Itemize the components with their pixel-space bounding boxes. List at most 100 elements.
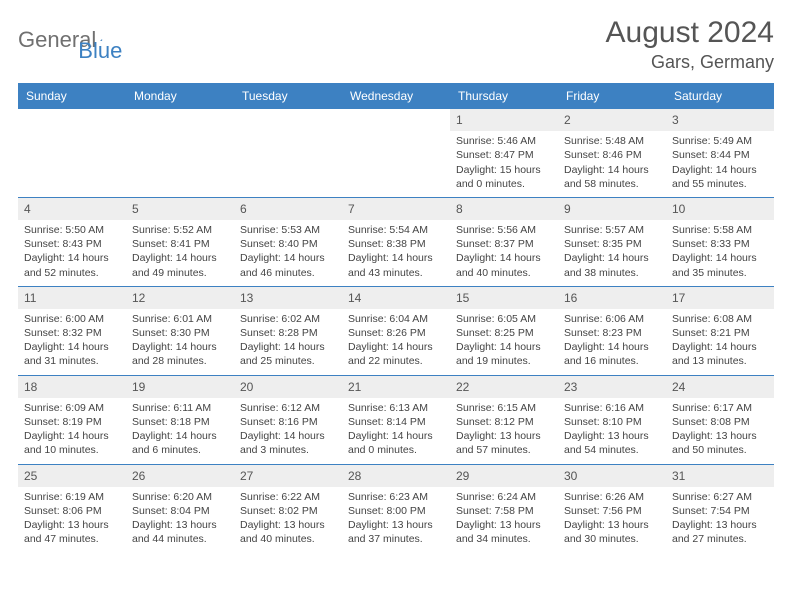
dow-label: Friday [558, 83, 666, 109]
day-cell: 9Sunrise: 5:57 AMSunset: 8:35 PMDaylight… [558, 198, 666, 286]
dow-label: Thursday [450, 83, 558, 109]
day-number: 22 [450, 376, 558, 398]
day-cell [126, 109, 234, 197]
day-cell [18, 109, 126, 197]
day-number: 18 [18, 376, 126, 398]
day-cell: 24Sunrise: 6:17 AMSunset: 8:08 PMDayligh… [666, 376, 774, 464]
day-number: 31 [666, 465, 774, 487]
day-cell: 6Sunrise: 5:53 AMSunset: 8:40 PMDaylight… [234, 198, 342, 286]
day-number: 6 [234, 198, 342, 220]
day-details: Sunrise: 6:22 AMSunset: 8:02 PMDaylight:… [234, 487, 342, 553]
day-details: Sunrise: 6:05 AMSunset: 8:25 PMDaylight:… [450, 309, 558, 375]
day-details: Sunrise: 6:19 AMSunset: 8:06 PMDaylight:… [18, 487, 126, 553]
day-details: Sunrise: 5:54 AMSunset: 8:38 PMDaylight:… [342, 220, 450, 286]
day-number: 8 [450, 198, 558, 220]
dow-label: Saturday [666, 83, 774, 109]
day-details: Sunrise: 5:46 AMSunset: 8:47 PMDaylight:… [450, 131, 558, 197]
week-row: 4Sunrise: 5:50 AMSunset: 8:43 PMDaylight… [18, 198, 774, 287]
day-number: 25 [18, 465, 126, 487]
dow-label: Sunday [18, 83, 126, 109]
day-details: Sunrise: 6:17 AMSunset: 8:08 PMDaylight:… [666, 398, 774, 464]
day-number: 26 [126, 465, 234, 487]
day-number: 24 [666, 376, 774, 398]
day-cell: 21Sunrise: 6:13 AMSunset: 8:14 PMDayligh… [342, 376, 450, 464]
day-details: Sunrise: 5:48 AMSunset: 8:46 PMDaylight:… [558, 131, 666, 197]
dow-label: Tuesday [234, 83, 342, 109]
dow-label: Monday [126, 83, 234, 109]
day-cell: 31Sunrise: 6:27 AMSunset: 7:54 PMDayligh… [666, 465, 774, 553]
day-number: 5 [126, 198, 234, 220]
week-row: 11Sunrise: 6:00 AMSunset: 8:32 PMDayligh… [18, 287, 774, 376]
day-details: Sunrise: 6:20 AMSunset: 8:04 PMDaylight:… [126, 487, 234, 553]
day-cell: 20Sunrise: 6:12 AMSunset: 8:16 PMDayligh… [234, 376, 342, 464]
day-number: 15 [450, 287, 558, 309]
day-cell: 1Sunrise: 5:46 AMSunset: 8:47 PMDaylight… [450, 109, 558, 197]
day-cell: 4Sunrise: 5:50 AMSunset: 8:43 PMDaylight… [18, 198, 126, 286]
day-number: 7 [342, 198, 450, 220]
day-details: Sunrise: 5:53 AMSunset: 8:40 PMDaylight:… [234, 220, 342, 286]
week-row: 1Sunrise: 5:46 AMSunset: 8:47 PMDaylight… [18, 109, 774, 198]
day-number: 17 [666, 287, 774, 309]
day-details: Sunrise: 5:50 AMSunset: 8:43 PMDaylight:… [18, 220, 126, 286]
week-row: 25Sunrise: 6:19 AMSunset: 8:06 PMDayligh… [18, 465, 774, 553]
day-cell: 22Sunrise: 6:15 AMSunset: 8:12 PMDayligh… [450, 376, 558, 464]
day-cell: 5Sunrise: 5:52 AMSunset: 8:41 PMDaylight… [126, 198, 234, 286]
day-number: 28 [342, 465, 450, 487]
day-cell: 12Sunrise: 6:01 AMSunset: 8:30 PMDayligh… [126, 287, 234, 375]
day-number [18, 109, 126, 115]
day-details: Sunrise: 6:16 AMSunset: 8:10 PMDaylight:… [558, 398, 666, 464]
day-details: Sunrise: 5:56 AMSunset: 8:37 PMDaylight:… [450, 220, 558, 286]
calendar: SundayMondayTuesdayWednesdayThursdayFrid… [18, 83, 774, 552]
day-cell: 23Sunrise: 6:16 AMSunset: 8:10 PMDayligh… [558, 376, 666, 464]
day-number: 12 [126, 287, 234, 309]
day-details: Sunrise: 6:02 AMSunset: 8:28 PMDaylight:… [234, 309, 342, 375]
day-cell: 29Sunrise: 6:24 AMSunset: 7:58 PMDayligh… [450, 465, 558, 553]
logo: General Blue [18, 16, 122, 64]
header: General Blue August 2024 Gars, Germany [18, 16, 774, 73]
day-number: 21 [342, 376, 450, 398]
day-number [342, 109, 450, 115]
day-cell: 14Sunrise: 6:04 AMSunset: 8:26 PMDayligh… [342, 287, 450, 375]
day-details: Sunrise: 5:57 AMSunset: 8:35 PMDaylight:… [558, 220, 666, 286]
day-number: 10 [666, 198, 774, 220]
day-number: 16 [558, 287, 666, 309]
day-number: 29 [450, 465, 558, 487]
day-cell: 13Sunrise: 6:02 AMSunset: 8:28 PMDayligh… [234, 287, 342, 375]
day-number: 20 [234, 376, 342, 398]
day-cell: 18Sunrise: 6:09 AMSunset: 8:19 PMDayligh… [18, 376, 126, 464]
day-details: Sunrise: 5:52 AMSunset: 8:41 PMDaylight:… [126, 220, 234, 286]
day-details: Sunrise: 6:26 AMSunset: 7:56 PMDaylight:… [558, 487, 666, 553]
day-cell: 3Sunrise: 5:49 AMSunset: 8:44 PMDaylight… [666, 109, 774, 197]
logo-text-part2: Blue [78, 38, 122, 64]
day-number: 23 [558, 376, 666, 398]
day-details: Sunrise: 6:15 AMSunset: 8:12 PMDaylight:… [450, 398, 558, 464]
day-cell: 7Sunrise: 5:54 AMSunset: 8:38 PMDaylight… [342, 198, 450, 286]
day-cell: 15Sunrise: 6:05 AMSunset: 8:25 PMDayligh… [450, 287, 558, 375]
dow-row: SundayMondayTuesdayWednesdayThursdayFrid… [18, 83, 774, 109]
day-number: 27 [234, 465, 342, 487]
day-cell: 25Sunrise: 6:19 AMSunset: 8:06 PMDayligh… [18, 465, 126, 553]
day-cell: 30Sunrise: 6:26 AMSunset: 7:56 PMDayligh… [558, 465, 666, 553]
day-details: Sunrise: 6:24 AMSunset: 7:58 PMDaylight:… [450, 487, 558, 553]
week-row: 18Sunrise: 6:09 AMSunset: 8:19 PMDayligh… [18, 376, 774, 465]
day-details: Sunrise: 6:13 AMSunset: 8:14 PMDaylight:… [342, 398, 450, 464]
day-details: Sunrise: 6:08 AMSunset: 8:21 PMDaylight:… [666, 309, 774, 375]
day-cell: 16Sunrise: 6:06 AMSunset: 8:23 PMDayligh… [558, 287, 666, 375]
day-cell: 11Sunrise: 6:00 AMSunset: 8:32 PMDayligh… [18, 287, 126, 375]
day-cell: 28Sunrise: 6:23 AMSunset: 8:00 PMDayligh… [342, 465, 450, 553]
day-number: 11 [18, 287, 126, 309]
day-number: 1 [450, 109, 558, 131]
day-number: 13 [234, 287, 342, 309]
month-title: August 2024 [606, 16, 774, 50]
day-number: 2 [558, 109, 666, 131]
day-details: Sunrise: 6:06 AMSunset: 8:23 PMDaylight:… [558, 309, 666, 375]
day-details: Sunrise: 6:01 AMSunset: 8:30 PMDaylight:… [126, 309, 234, 375]
day-number [234, 109, 342, 115]
day-details: Sunrise: 5:49 AMSunset: 8:44 PMDaylight:… [666, 131, 774, 197]
day-details: Sunrise: 6:11 AMSunset: 8:18 PMDaylight:… [126, 398, 234, 464]
day-cell: 26Sunrise: 6:20 AMSunset: 8:04 PMDayligh… [126, 465, 234, 553]
day-details: Sunrise: 6:23 AMSunset: 8:00 PMDaylight:… [342, 487, 450, 553]
title-block: August 2024 Gars, Germany [606, 16, 774, 73]
day-number [126, 109, 234, 115]
day-details: Sunrise: 6:00 AMSunset: 8:32 PMDaylight:… [18, 309, 126, 375]
